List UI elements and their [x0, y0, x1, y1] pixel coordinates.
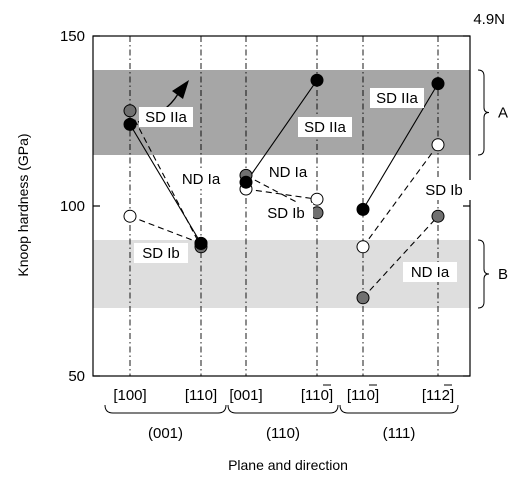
- x-tick-label-4: [110]: [347, 387, 379, 404]
- trend-arrowhead: [172, 80, 189, 99]
- plane-label-0: (001): [148, 425, 183, 442]
- annotation-label-0: SD IIa: [145, 109, 187, 126]
- y-tick-label-150: 150: [60, 28, 85, 45]
- annotation-box-7: [259, 203, 313, 223]
- data-point-gray-111-0: [356, 291, 370, 305]
- annotation-label-1: SD IIa: [304, 119, 346, 136]
- x-tick-label-0: [100]: [113, 387, 146, 404]
- annotation-box-3: [174, 169, 228, 189]
- x-tick-label-1: [110]: [185, 387, 217, 404]
- y-tick-label-50: 50: [68, 368, 85, 385]
- data-point-black-111-0: [356, 202, 370, 216]
- annotation-box-1: [298, 117, 352, 137]
- band-brace-b: [477, 239, 490, 309]
- x-tick-label-5: [112]: [422, 387, 454, 404]
- plane-bracket-0: [104, 404, 227, 414]
- series-line-black-110: [245, 79, 318, 183]
- data-point-black-110-0: [239, 175, 253, 189]
- band-brace-a: [477, 69, 490, 156]
- plane-label-1: (110): [266, 425, 300, 442]
- y-axis-label: Knoop hardness (GPa): [15, 133, 31, 276]
- data-point-black-111-1: [431, 77, 445, 91]
- data-point-white-111-1: [431, 138, 445, 152]
- plane-bracket-1: [227, 404, 339, 414]
- annotation-box-4: [261, 162, 315, 182]
- band-label-a: A: [498, 105, 508, 122]
- x-axis-label: Plane and direction: [228, 457, 348, 473]
- annotation-label-2: SD IIa: [376, 90, 418, 107]
- series-line-white-001: [129, 215, 202, 244]
- annotation-box-8: [417, 180, 471, 200]
- annotation-label-5: ND Ia: [411, 264, 450, 281]
- annotation-label-6: SD Ib: [142, 245, 180, 262]
- data-point-black-001-0: [123, 117, 137, 131]
- annotation-box-5: [403, 262, 457, 282]
- annotation-label-8: SD Ib: [425, 182, 463, 199]
- series-line-black-111: [362, 83, 439, 210]
- data-point-white-111-0: [356, 240, 370, 254]
- series-line-gray-110: [245, 174, 318, 214]
- x-tick-label-2: [001]: [229, 387, 262, 404]
- plane-bracket-2: [339, 404, 459, 414]
- y-tick-label-100: 100: [60, 198, 85, 215]
- annotation-box-0: [139, 107, 193, 127]
- data-point-black-110-1: [310, 73, 324, 87]
- series-line-gray-111: [362, 215, 439, 299]
- annotation-label-3: ND Ia: [182, 171, 221, 188]
- plane-label-2: (111): [383, 425, 416, 442]
- data-point-gray-111-1: [431, 209, 445, 223]
- data-point-black-001-1: [194, 236, 208, 250]
- plot-layer: 50 100 150 A B SD IIa SD IIa SD IIa ND Ia ND Ia ND…: [60, 28, 508, 442]
- series-line-black-001: [129, 124, 202, 244]
- data-point-white-001-0: [123, 209, 137, 223]
- data-point-gray-001-0: [123, 104, 137, 118]
- series-line-white-111: [362, 144, 439, 248]
- annotation-label-4: ND Ia: [269, 164, 308, 181]
- corner-label: 4.9N: [473, 11, 505, 28]
- x-tick-label-3: [110]: [301, 387, 333, 404]
- band-label-b: B: [498, 266, 508, 283]
- annotation-label-7: SD Ib: [267, 205, 305, 222]
- annotation-box-6: [134, 243, 188, 263]
- series-line-gray-001: [129, 110, 202, 248]
- annotation-box-2: [370, 88, 424, 108]
- data-point-white-110-1: [310, 192, 324, 206]
